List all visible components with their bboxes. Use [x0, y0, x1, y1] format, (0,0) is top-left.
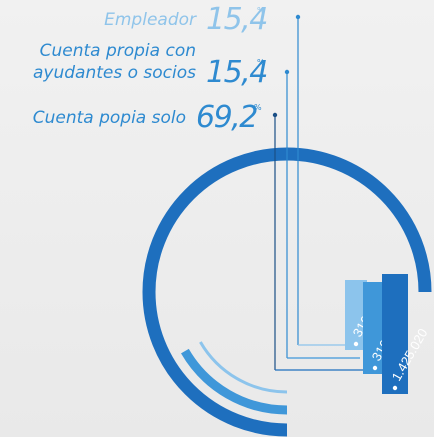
value-tab-1 — [345, 280, 367, 350]
ring-arc-3 — [142, 147, 432, 437]
legend-label-2-line-2: ayudantes o socios — [33, 63, 196, 83]
ring-arc-1 — [199, 341, 288, 394]
legend-label-3-line-1: Cuenta popia solo — [33, 108, 186, 128]
value-tab-dot-1 — [353, 341, 359, 347]
ring-arc-2 — [181, 348, 288, 415]
legend-percent-3: 69,2 — [196, 100, 257, 135]
value-tab-dot-3 — [392, 385, 398, 391]
legend-label-1-line-1: Empleador — [104, 10, 197, 30]
legend-percent-1: 15,4 — [206, 2, 267, 37]
leader-dot-3 — [272, 112, 278, 118]
legend-label-2-line-1: Cuenta propia con — [40, 41, 196, 61]
value-tab-dot-2 — [372, 365, 378, 371]
legend-percent-symbol-1: % — [257, 6, 265, 15]
legend-percent-symbol-3: % — [254, 103, 262, 112]
legend-percent-symbol-2: % — [257, 58, 265, 67]
leader-dot-1 — [295, 14, 301, 20]
value-tab-3 — [382, 274, 408, 394]
legend-percent-2: 15,4 — [206, 55, 267, 90]
leader-dot-2 — [284, 69, 290, 75]
